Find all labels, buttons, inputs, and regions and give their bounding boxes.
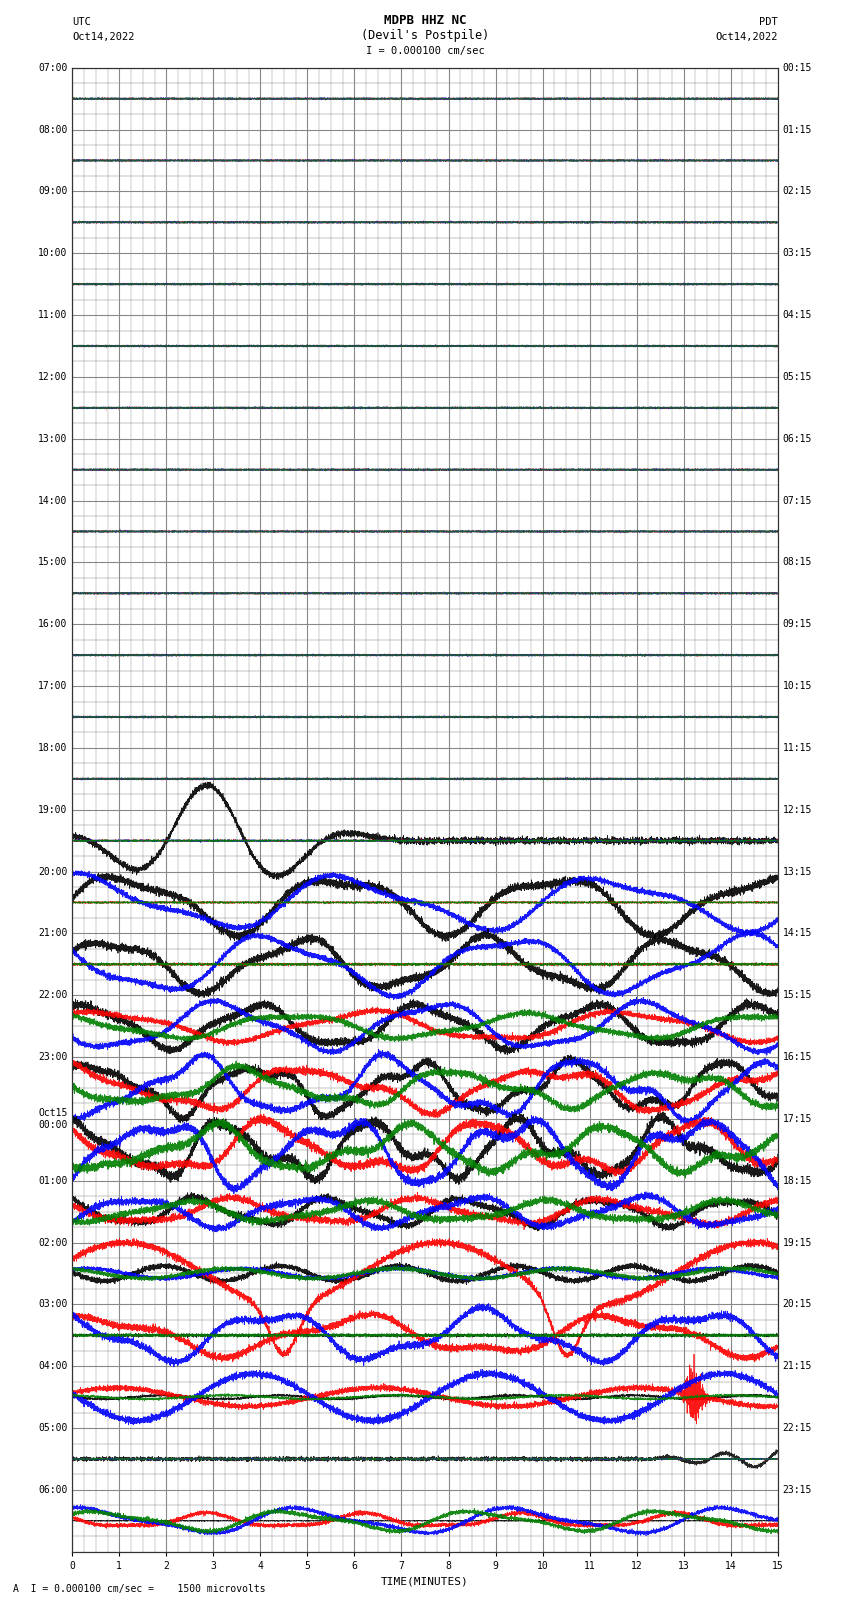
Text: PDT: PDT [759, 16, 778, 26]
Text: Oct14,2022: Oct14,2022 [715, 32, 778, 42]
Text: UTC: UTC [72, 16, 91, 26]
Text: I = 0.000100 cm/sec: I = 0.000100 cm/sec [366, 45, 484, 56]
Text: (Devil's Postpile): (Devil's Postpile) [361, 29, 489, 42]
Text: Oct14,2022: Oct14,2022 [72, 32, 135, 42]
Text: A  I = 0.000100 cm/sec =    1500 microvolts: A I = 0.000100 cm/sec = 1500 microvolts [13, 1584, 265, 1594]
Text: MDPB HHZ NC: MDPB HHZ NC [383, 13, 467, 26]
X-axis label: TIME(MINUTES): TIME(MINUTES) [381, 1576, 469, 1586]
